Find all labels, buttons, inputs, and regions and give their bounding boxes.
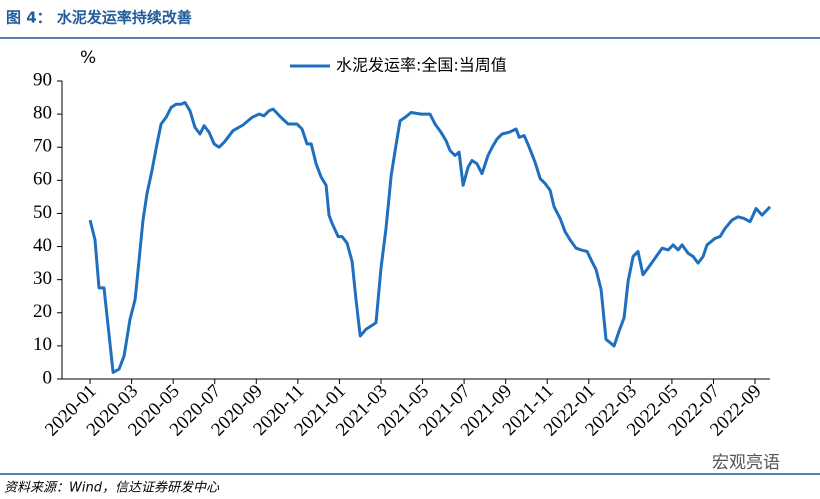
- y-tick-label: 0: [43, 367, 53, 388]
- y-tick-label: 40: [33, 235, 52, 256]
- y-tick-label: 50: [33, 202, 52, 223]
- data-line: [88, 101, 772, 374]
- y-tick-label: 70: [33, 136, 52, 157]
- source: 资料来源：Wind，信达证券研发中心: [4, 481, 220, 496]
- y-tick-label: 80: [33, 102, 52, 123]
- chart-title: 图 4： 水泥发运率持续改善: [6, 9, 192, 27]
- y-tick-label: 10: [33, 334, 52, 355]
- y-tick-label: 30: [33, 268, 52, 289]
- watermark: 宏观亮语: [712, 453, 780, 473]
- y-tick-label: 60: [33, 169, 52, 190]
- y-unit: %: [80, 48, 96, 68]
- y-tick-label: 90: [33, 69, 52, 90]
- y-tick-label: 20: [33, 301, 52, 322]
- legend-label: 水泥发运率:全国:当周值: [336, 56, 507, 75]
